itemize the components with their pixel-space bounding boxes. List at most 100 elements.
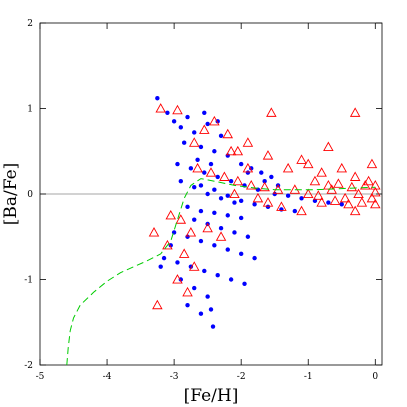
model-point [238, 251, 244, 257]
model-point [185, 204, 190, 210]
observed-point [229, 188, 240, 199]
model-point [198, 208, 204, 214]
model-point [215, 273, 220, 278]
y-axis-ticks: -2 -1 0 1 2 [24, 19, 382, 371]
model-point [178, 178, 184, 184]
model-point [269, 174, 274, 180]
model-point [208, 307, 214, 312]
model-point [265, 204, 271, 210]
x-tick-label: -5 [36, 372, 45, 382]
observed-point [333, 178, 344, 188]
observed-point [199, 124, 210, 134]
model-point [225, 153, 230, 158]
model-point [218, 133, 224, 139]
trend-line [66, 178, 376, 366]
model-point [212, 149, 217, 154]
model-point [202, 268, 207, 274]
y-tick-label: -1 [24, 276, 33, 286]
model-point [198, 144, 204, 150]
observed-point [366, 192, 378, 203]
observed-point [175, 214, 187, 224]
model-point [185, 234, 190, 239]
model-point [252, 202, 257, 207]
model-point [192, 184, 197, 190]
model-point [272, 191, 277, 197]
observed-point [366, 158, 378, 169]
observed-point [245, 180, 257, 190]
model-point [225, 247, 230, 252]
observed-point [172, 104, 183, 115]
model-point [262, 178, 267, 184]
observed-point [336, 162, 348, 173]
model-point [198, 311, 204, 316]
x-tick-label: -1 [304, 372, 313, 382]
observed-point [329, 195, 341, 205]
observed-point [356, 197, 368, 207]
model-point [205, 294, 210, 299]
model-point [202, 170, 207, 175]
model-point [178, 125, 184, 130]
x-tick-label: -3 [170, 372, 179, 382]
model-point [192, 217, 197, 222]
model-point [198, 183, 204, 188]
observed-point [316, 167, 327, 177]
model-point [210, 324, 216, 329]
observed-point [343, 198, 354, 209]
observed-point [165, 209, 177, 220]
model-point [218, 196, 224, 201]
observed-point [309, 175, 321, 186]
observed-point [262, 150, 274, 160]
model-point [339, 202, 344, 207]
observed-point [202, 222, 213, 233]
model-point [232, 200, 237, 205]
model-point [228, 277, 234, 282]
observed-point [363, 175, 374, 186]
observed-point [148, 227, 160, 237]
x-tick-label: -4 [103, 372, 112, 382]
observed-point [242, 162, 254, 173]
observed-point [262, 197, 274, 207]
observed-point [370, 198, 381, 209]
observed-point [370, 180, 381, 190]
observed-point [302, 188, 314, 199]
model-point [285, 193, 291, 198]
model-point [252, 255, 257, 261]
observed-point [155, 103, 166, 113]
observed-point [162, 239, 173, 250]
model-point [238, 161, 244, 167]
y-tick-label: -2 [24, 361, 33, 371]
model-point [175, 260, 180, 265]
observed-point [296, 205, 307, 216]
model-point [195, 157, 200, 162]
observed-point [349, 205, 361, 216]
observed-point [178, 248, 190, 258]
model-point [161, 255, 167, 261]
observed-point [252, 192, 264, 203]
observed-point [359, 180, 371, 190]
model-point [238, 198, 244, 204]
model-point [245, 170, 251, 175]
observed-point [353, 188, 364, 199]
observed-point [205, 167, 217, 177]
model-point [155, 96, 160, 101]
x-axis-label: [Fe/H] [184, 386, 239, 406]
model-point [259, 170, 264, 175]
y-tick-label: 2 [27, 19, 33, 29]
observed-point [349, 107, 361, 117]
model-point [245, 234, 251, 239]
y-tick-label: 0 [27, 190, 33, 200]
model-point [212, 187, 217, 192]
observed-point [192, 162, 203, 173]
model-point [165, 110, 170, 115]
model-point [185, 302, 190, 308]
observed-point [242, 137, 254, 147]
observed-point [222, 128, 234, 139]
observed-point [152, 299, 163, 310]
observed-point [232, 175, 244, 186]
observed-point [209, 115, 220, 126]
x-tick-label: -2 [237, 372, 246, 382]
model-point [225, 213, 230, 218]
observed-point [346, 181, 358, 192]
observed-point [219, 171, 230, 181]
observed-point [349, 171, 361, 181]
